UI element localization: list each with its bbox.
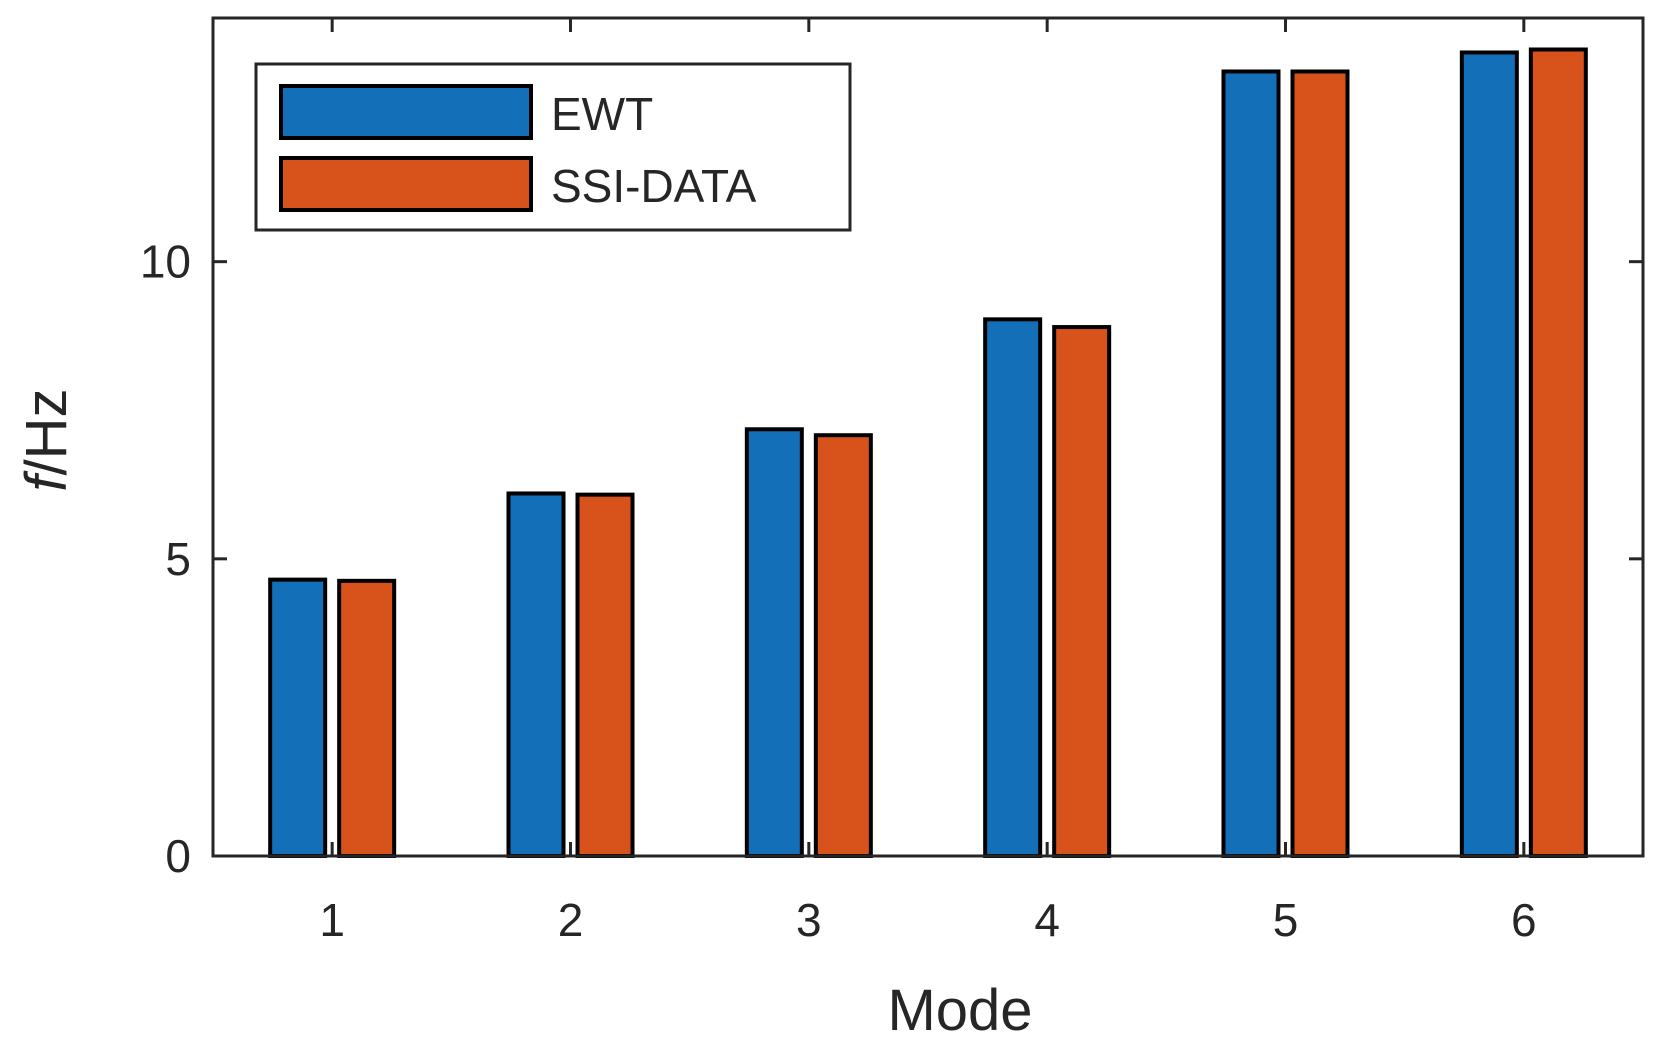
y-tick-labels: 0 5 10 xyxy=(140,236,191,882)
bar-ssi-data-mode-4 xyxy=(1052,325,1112,859)
bar-ewt-mode-6 xyxy=(1459,50,1519,858)
bar-ssi-data-mode-5 xyxy=(1290,69,1350,858)
legend-label-ewt: EWT xyxy=(551,88,653,140)
legend: EWT SSI-DATA xyxy=(254,62,852,232)
x-tick-label-5: 5 xyxy=(1273,894,1299,946)
bar-ssi-data-mode-1 xyxy=(337,578,397,858)
bar-ewt-mode-4 xyxy=(983,317,1043,858)
x-tick-labels: 1 2 3 4 5 6 xyxy=(319,894,1536,946)
bar-ewt-mode-1 xyxy=(268,577,328,858)
tick-marks xyxy=(213,18,1643,858)
x-tick-label-6: 6 xyxy=(1511,894,1537,946)
legend-swatch-ewt xyxy=(279,84,533,140)
bar-ewt-mode-3 xyxy=(744,427,804,858)
y-tick-label-10: 10 xyxy=(140,236,191,288)
y-tick-label-5: 5 xyxy=(165,533,191,585)
legend-swatch-ssi-data xyxy=(279,156,533,212)
bar-ssi-data-mode-3 xyxy=(813,433,873,858)
y-tick-label-0: 0 xyxy=(165,830,191,882)
bars-group xyxy=(268,47,1588,859)
bar-ewt-mode-2 xyxy=(506,491,566,858)
legend-label-ssi-data: SSI-DATA xyxy=(551,160,757,212)
x-tick-label-2: 2 xyxy=(558,894,584,946)
y-axis-title-unit: /Hz xyxy=(14,388,79,475)
x-tick-label-4: 4 xyxy=(1034,894,1060,946)
y-axis-title: f/Hz xyxy=(14,388,79,491)
bar-ssi-data-mode-2 xyxy=(575,492,635,858)
bar-ewt-mode-5 xyxy=(1221,69,1281,858)
x-tick-label-1: 1 xyxy=(319,894,345,946)
x-axis-title: Mode xyxy=(887,978,1032,1043)
bar-ssi-data-mode-6 xyxy=(1528,47,1588,859)
axes-box xyxy=(211,16,1645,858)
x-tick-label-3: 3 xyxy=(796,894,822,946)
